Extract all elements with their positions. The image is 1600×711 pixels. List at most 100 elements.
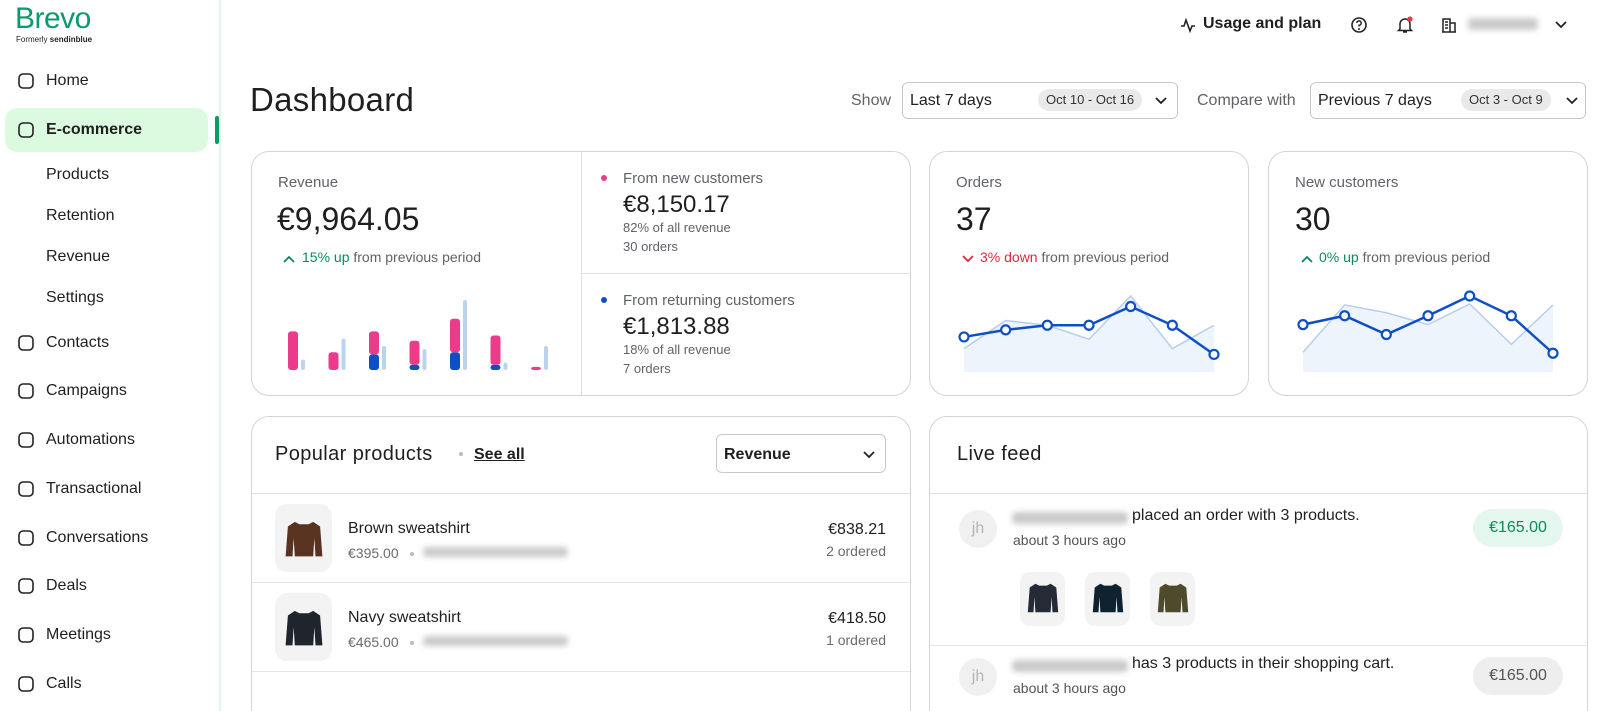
revenue-change-value: 15% up — [302, 249, 350, 265]
segment-share: 82% of all revenue — [623, 220, 731, 235]
kpi-arrow-path — [1301, 255, 1313, 263]
nav-item[interactable]: Meetings — [46, 625, 111, 643]
product-ordered: 1 ordered — [826, 632, 886, 648]
nav-icon — [18, 383, 34, 400]
event-time: about 3 hours ago — [1013, 532, 1126, 548]
nav-icon-shape — [18, 432, 34, 448]
nav-item[interactable]: Conversations — [46, 528, 149, 546]
feed-product-image — [1092, 583, 1124, 613]
segment-share: 18% of all revenue — [623, 342, 731, 357]
usage-link[interactable]: Usage and plan — [1203, 15, 1322, 32]
current-point — [1083, 319, 1095, 331]
current-point — [1041, 319, 1053, 331]
nav-item-active[interactable]: E-commerce — [46, 120, 143, 138]
nav-icon — [18, 121, 34, 138]
meta-dot — [410, 641, 414, 645]
nav-item[interactable]: Transactional — [46, 479, 142, 497]
new-bar — [531, 366, 541, 370]
new-bar — [409, 340, 420, 365]
previous-line — [963, 294, 1215, 350]
kpi-change-value: 3% down — [980, 249, 1038, 265]
feed-divider — [930, 493, 1587, 494]
product-revenue: €418.50 — [828, 610, 886, 627]
garment-shape — [1027, 583, 1059, 613]
help-icon[interactable] — [1350, 16, 1368, 34]
account-chevron[interactable] — [1554, 20, 1568, 30]
segment-dot — [601, 175, 607, 181]
nav-subitem[interactable]: Retention — [46, 206, 115, 224]
returning-bar — [490, 364, 501, 370]
nav-icon-shape — [18, 578, 34, 594]
kpi-change-value: 0% up — [1319, 249, 1359, 265]
notifications-icon[interactable] — [1396, 16, 1414, 34]
current-point — [1339, 310, 1351, 322]
compare-value: Previous 7 days — [1318, 92, 1432, 109]
current-point — [1297, 319, 1309, 331]
feed-product-image — [1157, 583, 1189, 613]
see-all-link[interactable]: See all — [474, 446, 525, 463]
revenue-arrow — [283, 255, 295, 263]
product-price: €395.00 — [348, 545, 399, 561]
nav-icon — [18, 73, 34, 89]
kpi-chart — [958, 294, 1220, 372]
current-point — [1166, 319, 1178, 331]
product-sku — [423, 636, 568, 646]
segment-label: From new customers — [623, 170, 764, 187]
segment-value: €1,813.88 — [623, 313, 730, 340]
tagline-name: sendinblue — [49, 35, 93, 44]
sidebar — [0, 0, 221, 711]
kpi-arrow — [962, 255, 974, 263]
sort-chevron — [863, 451, 875, 459]
kpi-chart — [1297, 290, 1559, 372]
nav-icon — [18, 334, 34, 351]
nav-subitem[interactable]: Settings — [46, 288, 104, 306]
nav-item[interactable]: Home — [46, 72, 89, 89]
period-range: Oct 10 - Oct 16 — [1038, 89, 1143, 111]
nav-icon — [18, 627, 34, 643]
product-price: €465.00 — [348, 634, 399, 650]
product-name[interactable]: Brown sweatshirt — [348, 520, 470, 537]
kpi-change: 3% down from previous period — [980, 249, 1169, 265]
new-bar — [328, 352, 339, 370]
customer-name — [1012, 512, 1128, 524]
previous-bar — [382, 345, 386, 370]
show-label: Show — [851, 92, 892, 109]
revenue-label: Revenue — [278, 174, 339, 191]
segment-label: From returning customers — [623, 292, 795, 309]
nav-subitem[interactable]: Revenue — [46, 247, 111, 265]
previous-bar — [503, 362, 508, 370]
product-ordered: 2 ordered — [826, 543, 886, 559]
revenue-change: 15% up from previous period — [302, 249, 481, 265]
product-name[interactable]: Navy sweatshirt — [348, 609, 461, 626]
tagline-prefix: Formerly — [16, 35, 48, 44]
previous-bar — [544, 345, 548, 370]
nav-item[interactable]: Campaigns — [46, 382, 127, 400]
nav-item[interactable]: Automations — [46, 431, 135, 449]
garment-shape — [1157, 583, 1189, 613]
event-amount: €165.00 — [1473, 509, 1563, 547]
row-divider — [252, 671, 910, 672]
kpi-arrow-path — [962, 255, 974, 263]
nav-item[interactable]: Deals — [46, 577, 87, 595]
logo-tagline: Formerly sendinblue — [16, 35, 92, 44]
event-time: about 3 hours ago — [1013, 680, 1126, 696]
garment-shape — [1092, 583, 1124, 613]
nav-icon-shape — [18, 675, 34, 692]
meta-dot — [410, 552, 414, 556]
nav-item[interactable]: Contacts — [46, 333, 110, 351]
previous-area — [964, 296, 1214, 372]
revenue-bars — [288, 300, 548, 370]
product-image — [285, 521, 323, 557]
products-divider — [252, 493, 910, 494]
nav-item[interactable]: Calls — [46, 674, 82, 692]
kpi-value: 30 — [1295, 201, 1331, 237]
avatar: jh — [959, 658, 997, 696]
revenue-divider-h — [582, 273, 910, 274]
segment-value: €8,150.17 — [623, 191, 730, 218]
current-point — [1380, 328, 1392, 341]
account-name[interactable] — [1468, 18, 1538, 30]
sort-select[interactable] — [716, 434, 886, 473]
current-point — [958, 331, 970, 343]
garment-shape — [285, 521, 323, 557]
nav-subitem[interactable]: Products — [46, 165, 110, 183]
